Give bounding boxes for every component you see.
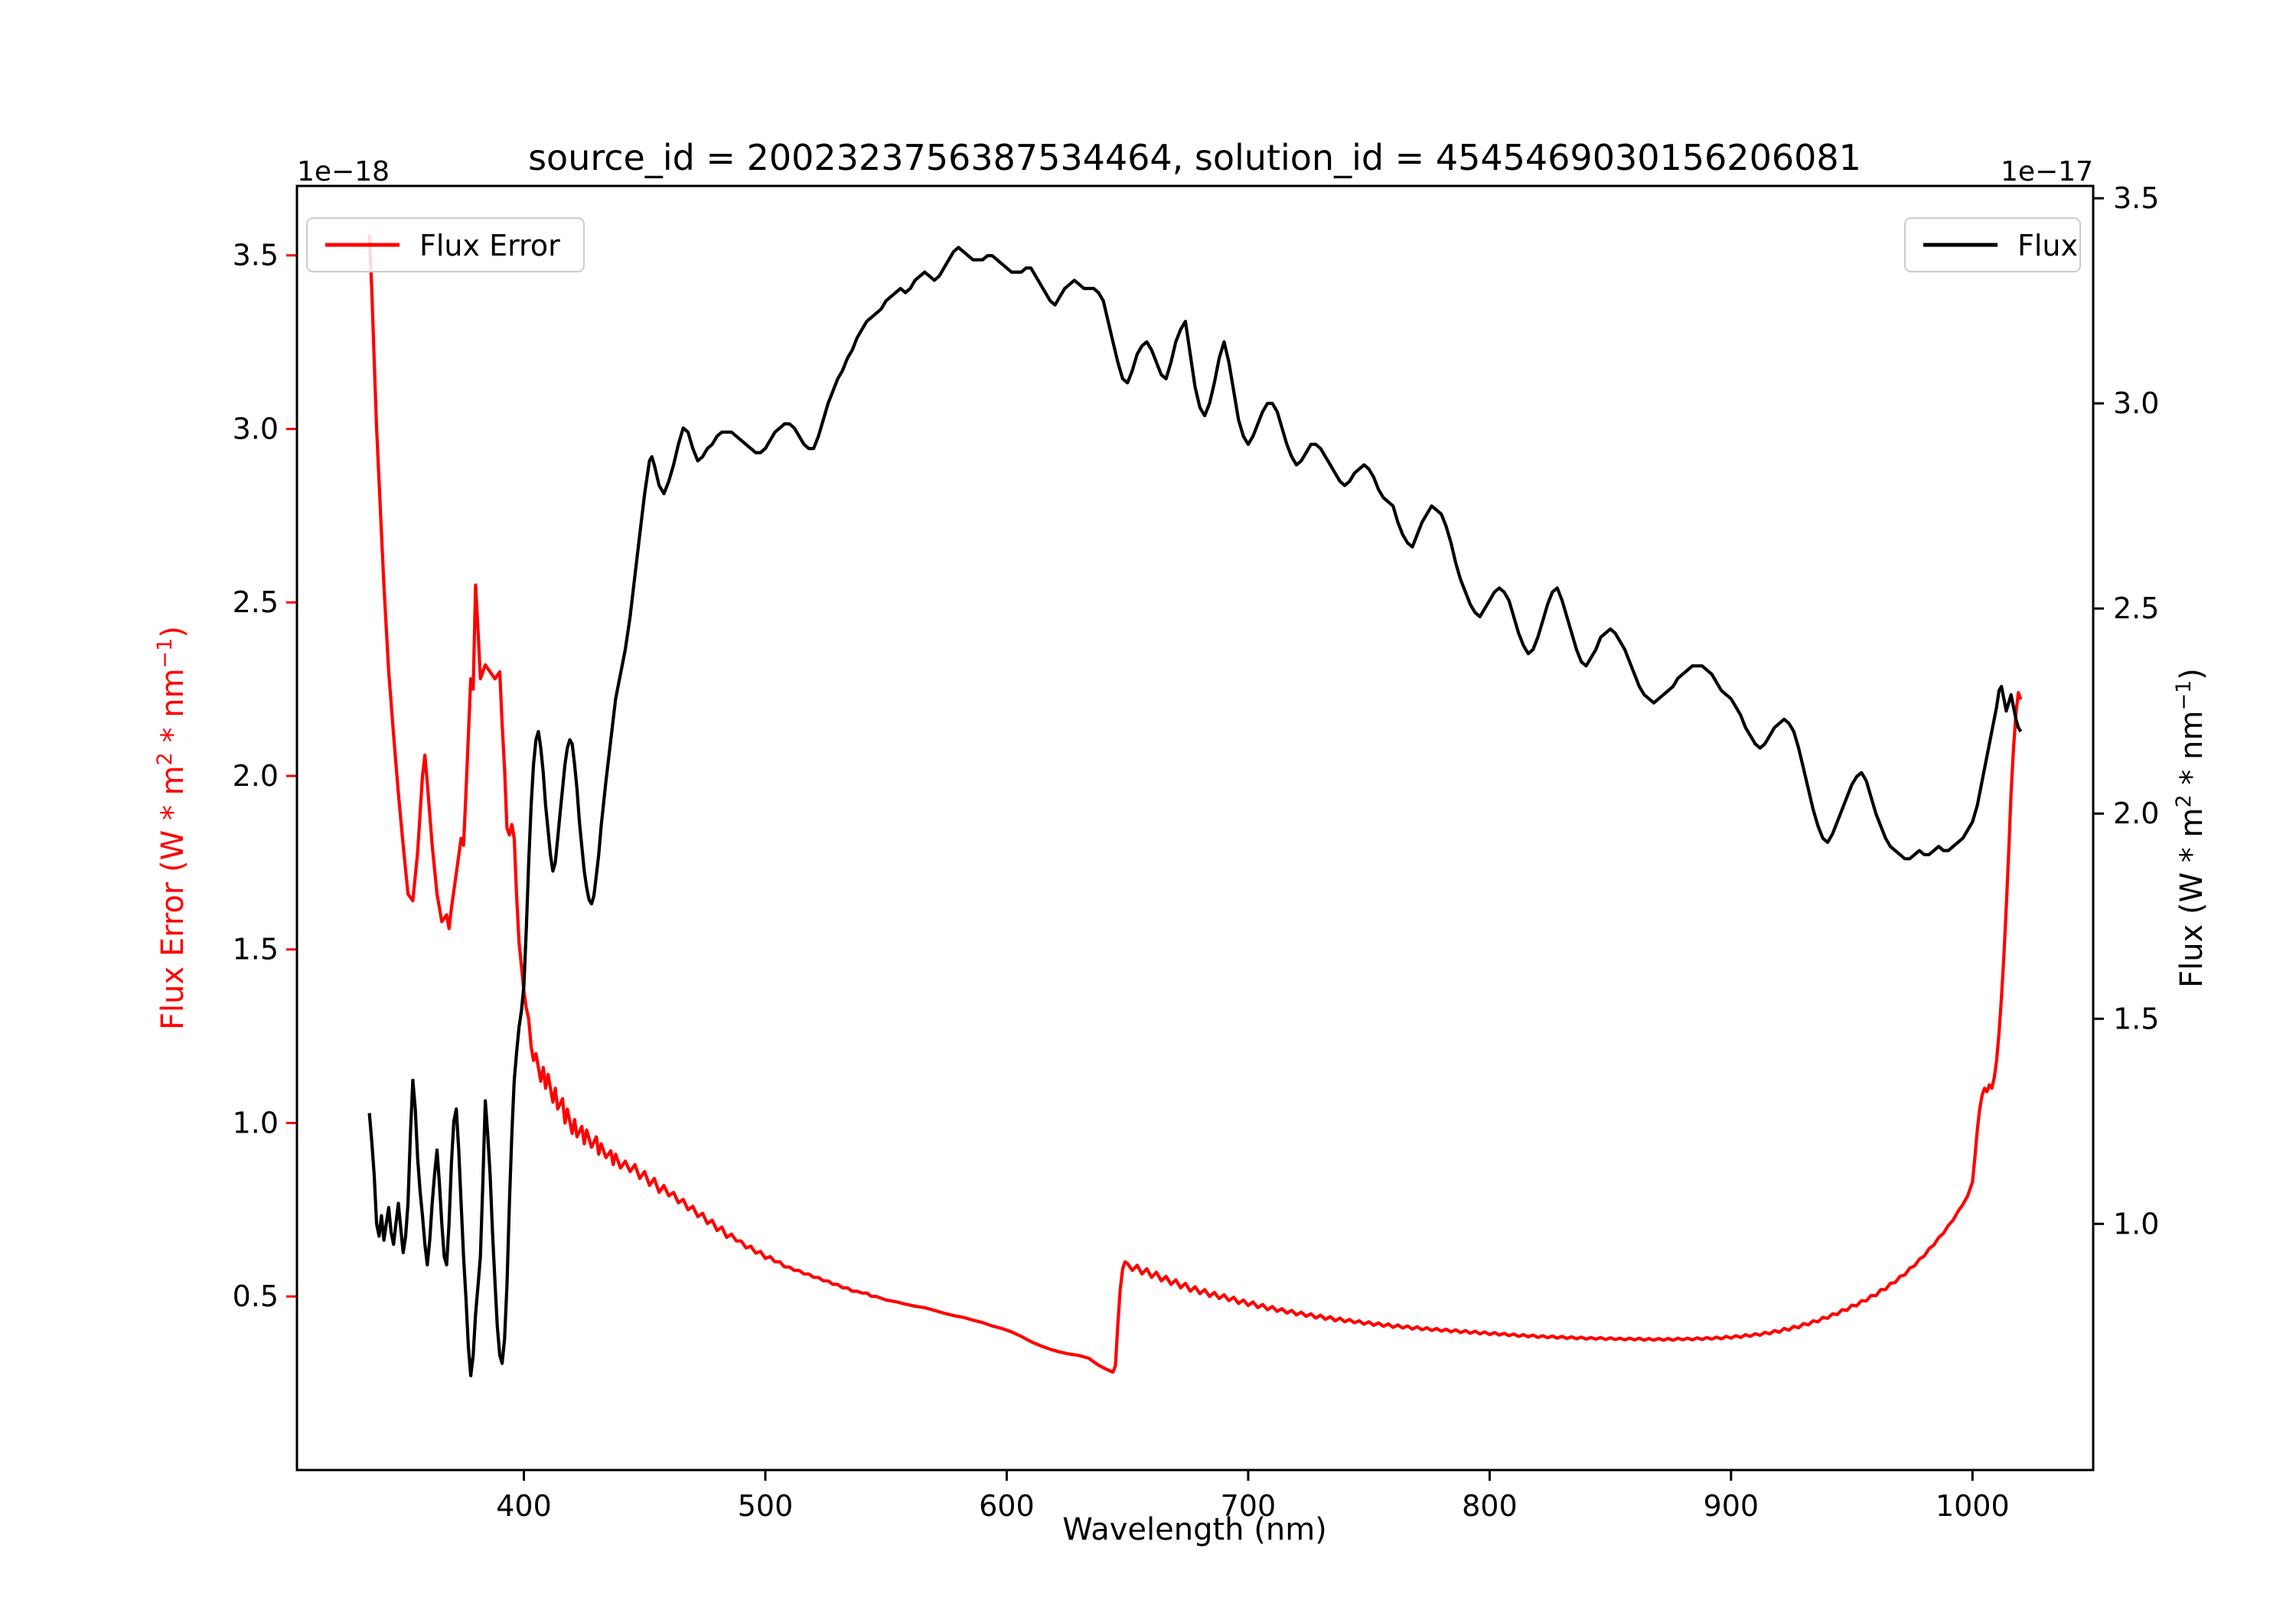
right-y-axis-ticks: 1.0 1.5 2.0 2.5 3.0 3.5 bbox=[2093, 181, 2159, 1240]
plot-series bbox=[367, 234, 2023, 1377]
left-y-label-mid: * nm bbox=[155, 668, 191, 752]
x-tick-label: 400 bbox=[496, 1489, 552, 1523]
left-y-tick-label: 1.0 bbox=[233, 1107, 279, 1140]
x-tick-label: 500 bbox=[738, 1489, 794, 1523]
right-axis-offset: 1e−17 bbox=[2001, 156, 2093, 187]
right-y-tick-label: 3.0 bbox=[2113, 386, 2159, 420]
x-tick-label: 1000 bbox=[1936, 1489, 2010, 1523]
right-y-label-mid: * nm bbox=[2174, 711, 2210, 795]
legend-flux-error-label: Flux Error bbox=[419, 229, 560, 262]
x-tick-label: 800 bbox=[1462, 1489, 1518, 1523]
left-y-label-sup2: 2 bbox=[153, 752, 177, 765]
right-y-tick-label: 1.5 bbox=[2113, 1002, 2159, 1035]
right-y-label-supminus1: −1 bbox=[2172, 680, 2196, 711]
left-y-axis-ticks: 0.5 1.0 1.5 2.0 2.5 3.0 3.5 bbox=[233, 239, 297, 1313]
legend-flux-error: Flux Error bbox=[306, 217, 585, 272]
right-y-tick-label: 1.0 bbox=[2113, 1207, 2159, 1240]
x-tick-label: 600 bbox=[979, 1489, 1035, 1523]
left-y-tick-label: 3.0 bbox=[233, 412, 279, 446]
right-y-label-main: Flux (W * m bbox=[2174, 807, 2210, 987]
chart-title: source_id = 2002323756387534464, solutio… bbox=[528, 137, 1861, 178]
left-y-label-close: ) bbox=[155, 626, 191, 638]
legend-flux: Flux bbox=[1904, 217, 2081, 272]
legend-flux-error-box bbox=[306, 217, 585, 272]
right-y-tick-label: 2.5 bbox=[2113, 592, 2159, 625]
left-y-tick-label: 3.5 bbox=[233, 239, 279, 272]
left-y-tick-label: 2.0 bbox=[233, 759, 279, 793]
right-y-label-sup2: 2 bbox=[2172, 794, 2196, 807]
left-y-tick-label: 0.5 bbox=[233, 1279, 279, 1313]
left-y-tick-label: 1.5 bbox=[233, 933, 279, 966]
left-y-label-main: Flux Error (W * m bbox=[155, 765, 191, 1030]
x-axis-label: Wavelength (nm) bbox=[1062, 1512, 1327, 1547]
axes-frame bbox=[295, 184, 2095, 1472]
x-axis-ticks: 400 500 600 700 800 900 1000 bbox=[496, 1470, 2010, 1523]
left-y-tick-label: 2.5 bbox=[233, 585, 279, 619]
right-y-axis-label: Flux (W * m2 * nm−1) bbox=[2172, 668, 2210, 988]
x-tick-label: 900 bbox=[1704, 1489, 1760, 1523]
left-y-label-supminus1: −1 bbox=[153, 638, 177, 669]
right-y-label-close: ) bbox=[2174, 668, 2210, 680]
right-y-tick-label: 3.5 bbox=[2113, 181, 2159, 215]
flux-error-line bbox=[367, 234, 2023, 1374]
legend-flux-label: Flux bbox=[2017, 229, 2078, 262]
x-tick-label: 700 bbox=[1221, 1489, 1277, 1523]
flux-line bbox=[367, 246, 2023, 1377]
left-y-axis-label: Flux Error (W * m2 * nm−1) bbox=[153, 626, 191, 1030]
left-axis-offset: 1e−18 bbox=[297, 156, 390, 187]
right-y-tick-label: 2.0 bbox=[2113, 797, 2159, 830]
